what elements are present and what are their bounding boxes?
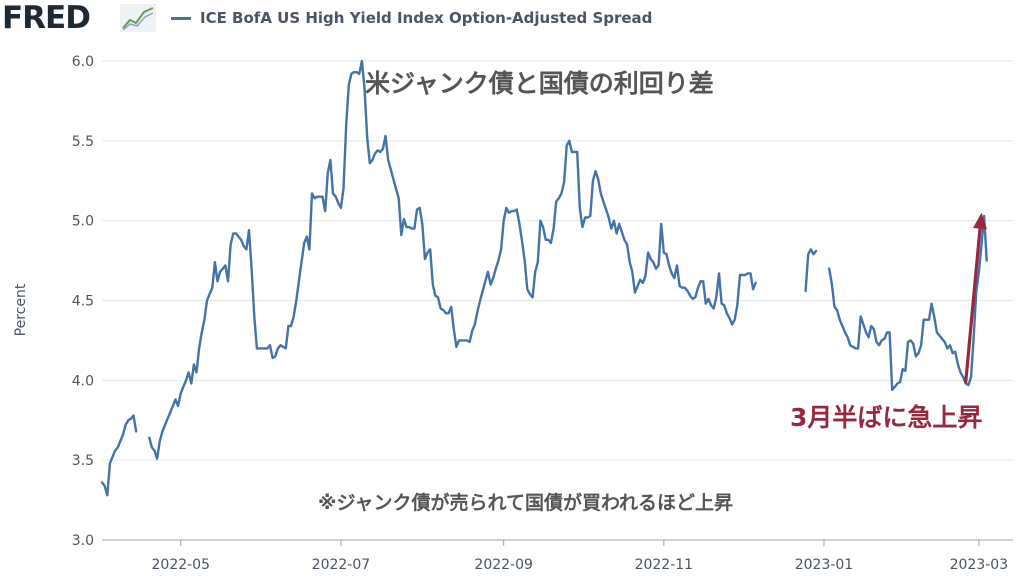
- series-lines: [100, 59, 988, 497]
- chart-header: FRED ICE BofA US High Yield Index Option…: [0, 0, 1024, 40]
- annotation-surge: 3月半ばに急上昇: [790, 403, 983, 432]
- y-tick-label: 5.0: [72, 214, 94, 230]
- y-tick-label: 6.0: [72, 54, 94, 70]
- x-tick-label: 2023-01: [795, 557, 854, 573]
- x-tick-label: 2023-03: [950, 557, 1009, 573]
- y-tick-label: 3.0: [72, 533, 94, 549]
- series-line: [828, 214, 988, 392]
- y-axis-label: Percent: [13, 283, 29, 337]
- x-tick-label: 2022-05: [152, 557, 211, 573]
- y-tick-label: 4.5: [72, 294, 94, 310]
- x-tick-label: 2022-09: [474, 557, 533, 573]
- series-line: [804, 248, 818, 293]
- legend-swatch: [171, 17, 191, 20]
- arrow-head: [973, 212, 987, 230]
- series-line: [100, 414, 138, 497]
- fred-spark-icon: [120, 4, 156, 32]
- annotation-arrow: [964, 212, 987, 384]
- arrow-shaft: [964, 227, 982, 384]
- fred-logo[interactable]: FRED: [2, 0, 91, 36]
- y-axis-label-wrap: Percent: [3, 284, 33, 337]
- x-tick-label: 2022-11: [635, 557, 694, 573]
- series-line: [148, 59, 757, 460]
- x-tick-label: 2022-07: [312, 557, 371, 573]
- x-axis-ticks: 2022-05 2022-07 2022-09 2022-11 2023-01 2023-…: [152, 540, 1009, 573]
- legend-label: ICE BofA US High Yield Index Option-Adju…: [200, 9, 653, 27]
- annotation-note: ※ジャンク債が売られて国債が買われるほど上昇: [318, 492, 734, 514]
- y-axis-ticks: 3.0 3.5 4.0 4.5 5.0 5.5 6.0: [72, 54, 94, 549]
- y-tick-label: 4.0: [72, 373, 94, 389]
- annotation-title: 米ジャンク債と国債の利回り差: [365, 69, 714, 98]
- y-tick-label: 3.5: [72, 453, 94, 469]
- y-tick-label: 5.5: [72, 134, 94, 150]
